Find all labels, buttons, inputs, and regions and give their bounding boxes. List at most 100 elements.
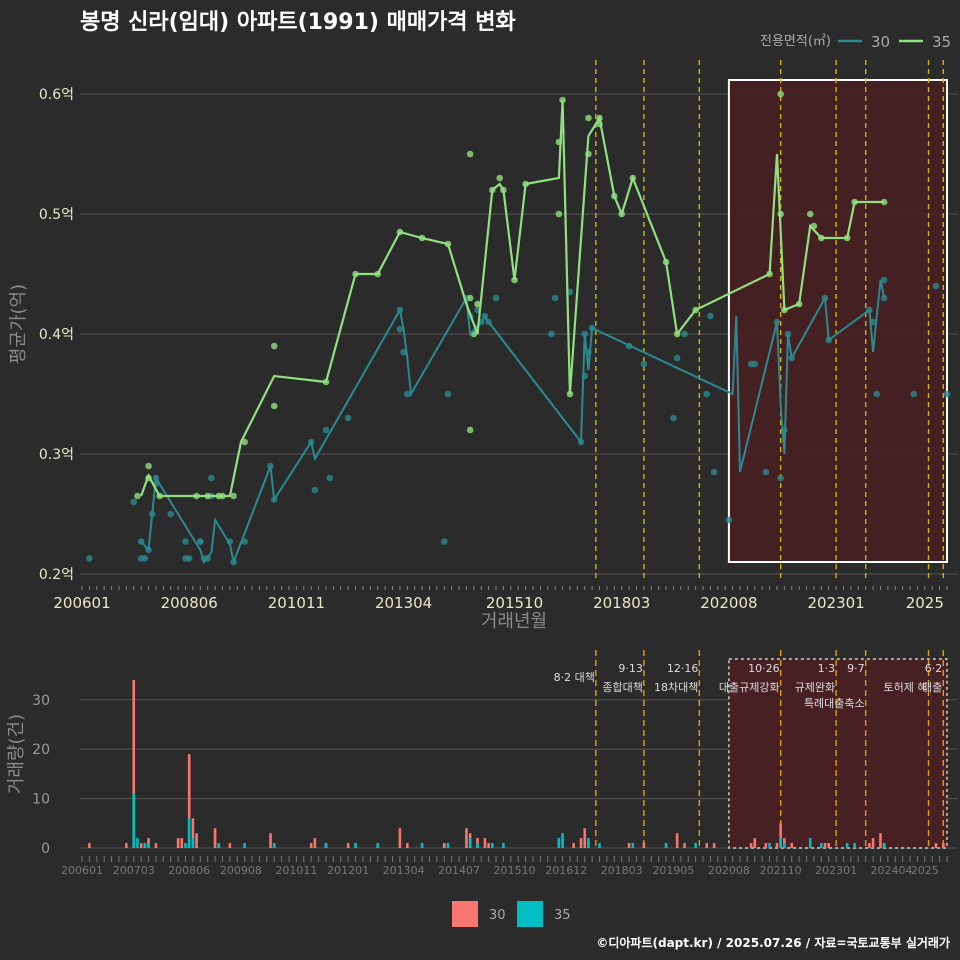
price-point-30 (681, 330, 688, 338)
volume-bar-30 (187, 754, 191, 848)
volume-bar-35 (191, 838, 195, 848)
event-label-desc: 특례대출축소 (804, 697, 865, 710)
volume-bar-35 (132, 793, 136, 848)
price-line-35 (140, 99, 885, 498)
volume-bar-35 (783, 843, 786, 848)
volume-bar-30 (868, 843, 871, 848)
volume-bar-35 (808, 838, 812, 848)
price-point-30 (444, 390, 452, 398)
volume-bar-35 (557, 838, 561, 848)
volume-bar-35 (491, 843, 494, 848)
price-y-tick-label: 0.6억 (39, 87, 74, 103)
price-point-35 (466, 150, 474, 158)
legend-35-label: 35 (932, 33, 951, 51)
event-label-title: 10·26 (748, 662, 780, 675)
volume-bar-35 (217, 843, 221, 848)
price-point-35 (474, 300, 481, 308)
volume-bar-35 (502, 843, 505, 848)
price-point-30 (873, 390, 881, 398)
volume-bar-30 (487, 843, 490, 848)
price-point-35 (134, 492, 141, 500)
volume-bar-35 (768, 843, 771, 848)
volume-x-tick-label: 202110 (760, 864, 802, 877)
volume-x-tick-label: 200806 (168, 864, 210, 877)
volume-bar-30 (154, 843, 158, 848)
volume-bar-35 (187, 818, 191, 848)
volume-bar-30 (191, 818, 195, 848)
price-point-35 (555, 210, 563, 218)
volume-bar-30 (398, 828, 402, 848)
volume-bar-35 (664, 843, 668, 848)
volume-x-tick-label: 201407 (438, 864, 480, 877)
volume-bar-35 (143, 843, 147, 848)
event-label-title: 8·2 대책 (554, 671, 595, 684)
price-point-30 (208, 474, 215, 482)
price-point-35 (585, 114, 592, 122)
price-y-tick-label: 0.2억 (39, 567, 74, 583)
volume-bar-30 (269, 833, 272, 848)
legend-bar-30-swatch (452, 901, 478, 927)
event-label-desc: 토허제 해 (884, 680, 928, 694)
price-point-30 (326, 474, 333, 482)
price-point-30 (703, 390, 711, 398)
volume-bar-30 (627, 843, 631, 848)
volume-bar-35 (779, 838, 782, 848)
volume-bar-35 (446, 843, 450, 848)
event-label-title: 12·16 (667, 662, 699, 675)
price-point-35 (145, 462, 152, 470)
volume-bar-30 (683, 843, 686, 848)
volume-bar-30 (934, 843, 938, 848)
volume-bar-30 (572, 843, 575, 848)
price-point-30 (762, 468, 770, 476)
volume-bar-35 (587, 838, 590, 848)
chart-title: 봉명 신라(임대) 아파트(1991) 매매가격 변화 (80, 10, 516, 35)
volume-bar-35 (845, 843, 849, 848)
volume-bar-30 (483, 838, 487, 848)
volume-bar-30 (125, 843, 128, 848)
volume-x-tick-label: 201011 (275, 864, 317, 877)
price-x-tick-label: 201803 (593, 594, 650, 612)
volume-bar-35 (631, 843, 635, 848)
price-point-30 (492, 294, 500, 302)
event-label-title: 9·13 (618, 662, 643, 675)
price-point-30 (322, 426, 330, 434)
price-x-tick-label: 201304 (375, 594, 432, 612)
volume-bar-30 (139, 843, 143, 848)
legend-top: 전용면적(㎡) 30 35 (760, 33, 951, 51)
legend-bar-30-label: 30 (489, 908, 506, 923)
volume-bar-30 (775, 843, 779, 848)
legend-bar-35-label: 35 (554, 908, 571, 923)
volume-bar-30 (176, 838, 180, 848)
event-label-title: 1·3 (818, 662, 836, 675)
volume-bar-30 (705, 843, 709, 848)
volume-bar-30 (823, 843, 827, 848)
volume-x-tick-label: 200908 (220, 864, 262, 877)
volume-x-tick-label: 201201 (327, 864, 369, 877)
price-x-tick-label: 200806 (161, 594, 218, 612)
volume-x-tick-label: 201510 (494, 864, 536, 877)
volume-y-tick-label: 20 (32, 742, 50, 758)
volume-x-tick-label: 201803 (601, 864, 643, 877)
price-x-tick-label: 202301 (807, 594, 864, 612)
volume-x-tick-label: 200703 (113, 864, 155, 877)
volume-bar-30 (465, 828, 468, 848)
volume-highlight-box (728, 658, 948, 849)
price-point-30 (440, 538, 448, 545)
volume-bar-30 (405, 843, 409, 848)
volume-bar-30 (132, 680, 136, 848)
volume-bar-35 (561, 833, 564, 848)
price-x-tick-label: 201510 (486, 594, 543, 612)
legend-title: 전용면적(㎡) (760, 34, 831, 49)
event-label-desc: 종합대책 (602, 681, 642, 694)
volume-bar-35 (243, 843, 246, 848)
volume-bar-30 (942, 843, 945, 848)
volume-x-tick-label: 202301 (815, 864, 857, 877)
price-point-35 (270, 402, 278, 410)
volume-bar-30 (764, 843, 768, 848)
volume-x-tick-label: 201612 (545, 864, 587, 877)
volume-bar-35 (468, 838, 472, 848)
volume-bar-30 (579, 838, 583, 848)
price-point-30 (403, 390, 411, 398)
caption: ©디아파트(dapt.kr) / 2025.07.26 / 자료=국토교통부 실… (596, 935, 950, 950)
